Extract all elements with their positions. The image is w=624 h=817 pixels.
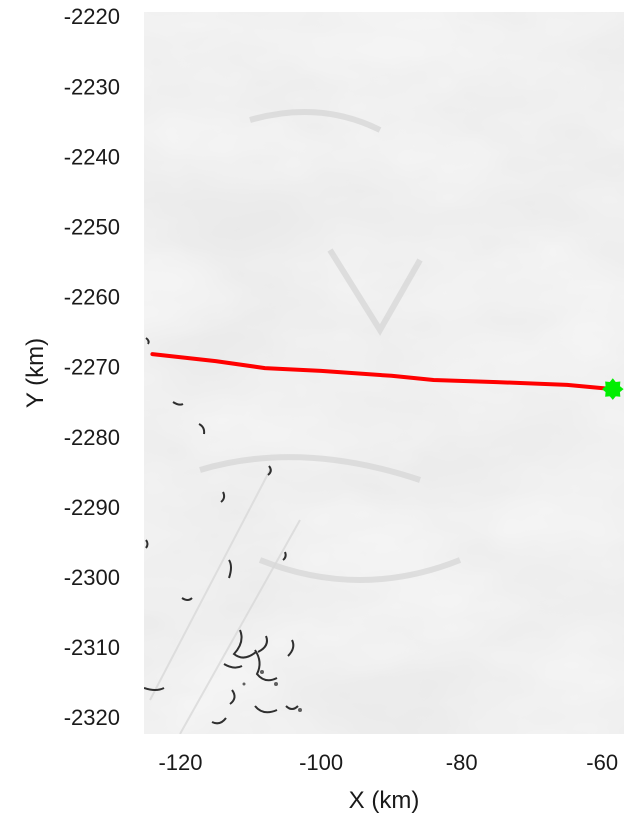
x-axis-ticks: -120 -100 -80 -60 (158, 750, 618, 775)
y-tick-label: -2280 (64, 425, 120, 450)
y-tick-label: -2260 (64, 285, 120, 310)
y-tick-label: -2230 (64, 74, 120, 99)
y-tick-label: -2220 (64, 4, 120, 29)
y-tick-label: -2320 (64, 705, 120, 730)
y-tick-label: -2270 (64, 355, 120, 380)
y-tick-label: -2300 (64, 565, 120, 590)
endpoint-marker (602, 378, 624, 400)
x-tick-label: -120 (158, 750, 202, 775)
satellite-image (144, 12, 624, 734)
y-tick-label: -2250 (64, 215, 120, 240)
y-tick-label: -2240 (64, 144, 120, 169)
plot-area (150, 352, 615, 392)
series-line-0 (150, 352, 615, 392)
x-axis-label: X (km) (349, 787, 420, 814)
y-tick-label: -2310 (64, 635, 120, 660)
y-axis-ticks: -2220 -2230 -2240 -2250 -2260 -2270 -2280 -2290… (64, 4, 120, 730)
x-tick-label: -80 (446, 750, 478, 775)
x-tick-label: -60 (586, 750, 618, 775)
y-tick-label: -2290 (64, 495, 120, 520)
x-tick-label: -100 (299, 750, 343, 775)
y-axis-label: Y (km) (22, 338, 49, 408)
surface-features (144, 109, 462, 734)
marker-layer (602, 378, 624, 400)
